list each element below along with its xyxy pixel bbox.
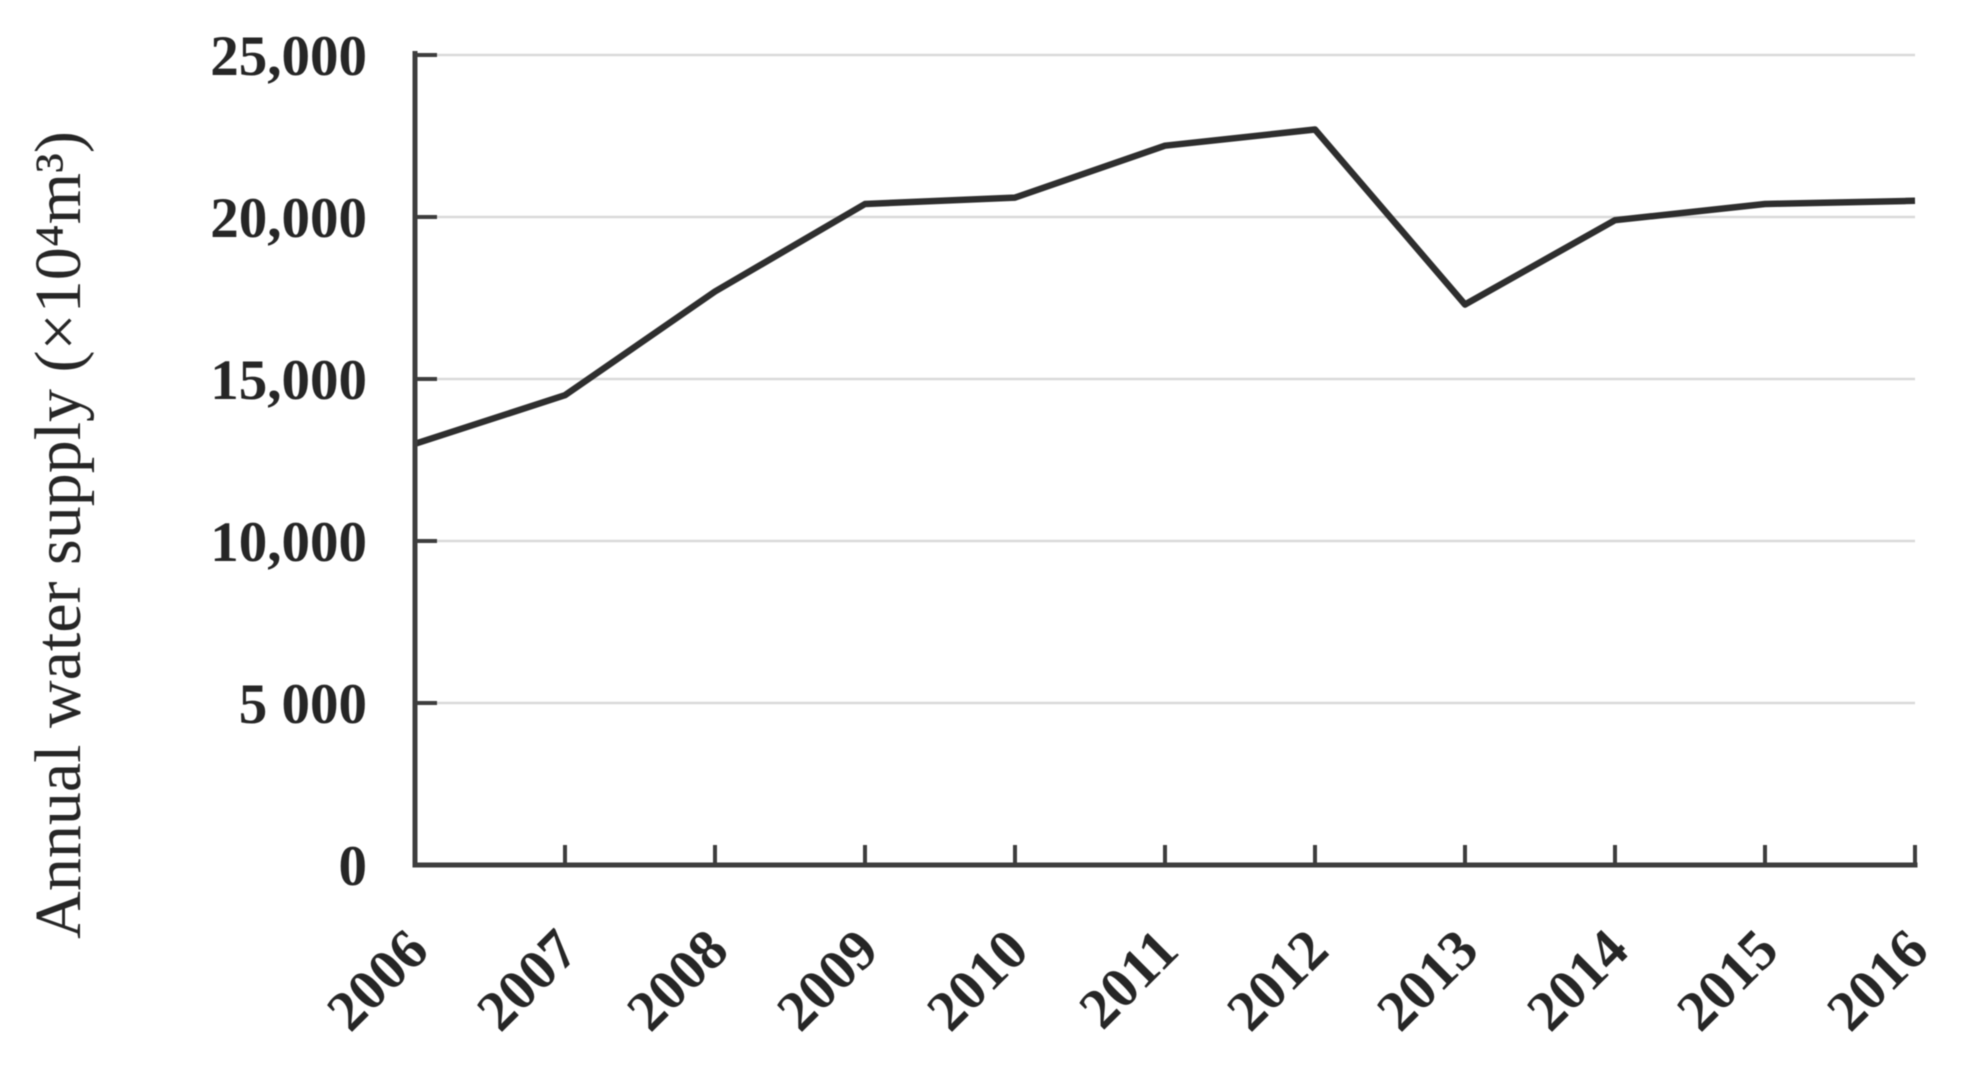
- data-line-annual-water-supply: [413, 126, 1916, 447]
- y-tick-label-5000: 5 000: [239, 673, 367, 736]
- y-axis-title: Annual water supply (×10⁴m³): [22, 131, 95, 939]
- y-tick-label-25000: 25,000: [210, 25, 367, 88]
- y-tick-label-15000: 15,000: [210, 349, 367, 412]
- y-tick-label-10000: 10,000: [210, 511, 367, 574]
- y-tick-label-20000: 20,000: [210, 187, 367, 250]
- y-tick-label-0: 0: [339, 835, 368, 898]
